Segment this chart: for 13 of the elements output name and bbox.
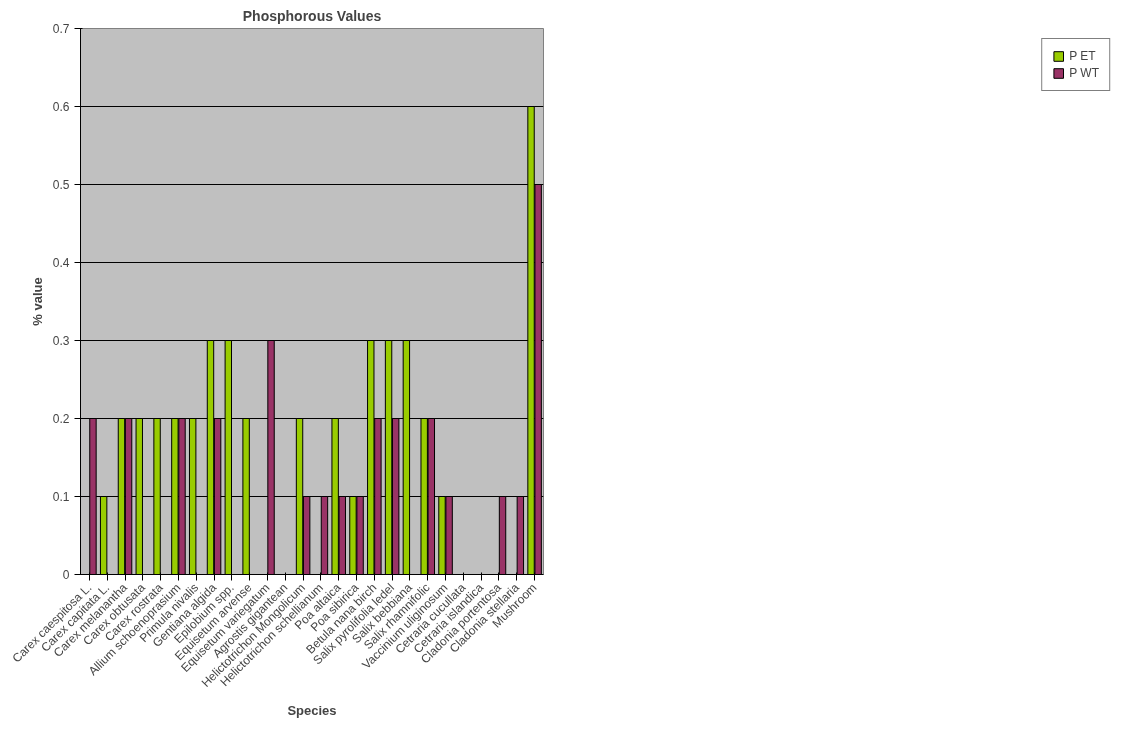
- y-axis-title: % value: [29, 277, 45, 326]
- y-tick-label: 0.2: [52, 412, 70, 426]
- y-tick-label: 0.5: [52, 178, 70, 192]
- y-tick-label: 0.1: [52, 490, 70, 504]
- y-tick-label: 0.3: [52, 334, 70, 348]
- legend-label: P WT: [1069, 66, 1099, 80]
- y-tick-label: 0.7: [52, 22, 70, 36]
- y-tick-label: 0.4: [52, 256, 70, 270]
- x-axis-title: Species: [287, 702, 337, 718]
- legend-label: P ET: [1069, 49, 1096, 63]
- y-tick-label: 0.6: [52, 100, 70, 114]
- y-tick-label: 0: [62, 568, 70, 582]
- chart-title: Phosphorous Values: [242, 7, 382, 24]
